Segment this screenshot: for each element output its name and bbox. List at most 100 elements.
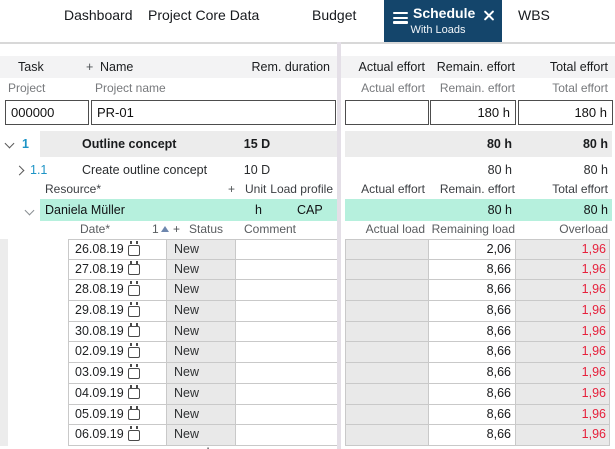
- remaining-load-cell[interactable]: 8,66: [429, 363, 516, 384]
- comment-cell[interactable]: [236, 259, 338, 281]
- load-row: 26.08.19 New record 2,06 1,96: [0, 239, 615, 275]
- task-number[interactable]: 1.1: [30, 163, 48, 177]
- remaining-load-cell[interactable]: 8,66: [429, 383, 516, 405]
- row-indent-rail: [0, 259, 8, 281]
- comment-cell[interactable]: [236, 342, 338, 364]
- tab-wbs[interactable]: WBS: [518, 7, 550, 23]
- task-row-1-bg: [40, 131, 337, 157]
- comment-cell[interactable]: [236, 239, 338, 260]
- date-value: 06.09.19: [75, 427, 124, 442]
- remaining-load-value: 8,66: [486, 282, 511, 297]
- col-status-label: Status: [189, 222, 224, 236]
- add-resource-button[interactable]: +: [228, 182, 236, 196]
- comment-cell[interactable]: [236, 383, 338, 405]
- task-name[interactable]: Outline concept: [82, 137, 177, 151]
- calendar-icon[interactable]: [128, 426, 140, 441]
- add-task-button[interactable]: +: [86, 60, 94, 74]
- comment-cell[interactable]: [236, 404, 338, 426]
- remaining-load-cell[interactable]: 2,06: [429, 239, 516, 260]
- tab-dashboard[interactable]: Dashboard: [64, 7, 133, 23]
- overload-cell: 1,96: [516, 280, 610, 302]
- task-row-1: 1 Outline concept 15 D 80 h 80 h: [0, 131, 615, 157]
- menu-icon[interactable]: [393, 12, 408, 25]
- chevron-right-icon[interactable]: [14, 165, 25, 176]
- date-cell[interactable]: 27.08.19: [68, 259, 167, 281]
- remaining-load-cell[interactable]: 8,66: [429, 404, 516, 426]
- resource-name[interactable]: Daniela Müller: [45, 203, 125, 217]
- sort-ascending-icon[interactable]: [161, 226, 169, 232]
- col-actual-load-label: Actual load: [365, 222, 425, 236]
- calendar-icon[interactable]: [128, 260, 140, 276]
- date-value: 27.08.19: [75, 261, 124, 276]
- calendar-icon[interactable]: [128, 343, 140, 358]
- tab-schedule[interactable]: Schedule With Loads: [384, 0, 502, 42]
- calendar-icon[interactable]: [128, 405, 140, 420]
- remaining-load-cell[interactable]: 8,66: [429, 301, 516, 322]
- calendar-icon[interactable]: [128, 322, 140, 338]
- remaining-load-cell[interactable]: 8,66: [429, 321, 516, 343]
- overload-value: 1,96: [581, 365, 606, 380]
- remaining-load-cell[interactable]: 8,66: [429, 259, 516, 281]
- date-cell[interactable]: 06.09.19: [68, 425, 167, 446]
- comment-cell[interactable]: [236, 321, 338, 343]
- status-cell: New record: [167, 404, 236, 440]
- chevron-down-icon[interactable]: [24, 205, 35, 216]
- load-row: 05.09.19 New record 8,66 1,96: [0, 404, 615, 440]
- overload-cell: 1,96: [516, 321, 610, 343]
- project-remain-effort-input[interactable]: 180 h: [430, 100, 516, 125]
- actual-load-cell: [345, 342, 429, 364]
- comment-cell[interactable]: [236, 363, 338, 384]
- task-number[interactable]: 1: [22, 137, 29, 151]
- load-row: 04.09.19 New record 8,66 1,96: [0, 383, 615, 419]
- tab-project-core-data[interactable]: Project Core Data: [148, 7, 260, 23]
- chevron-down-icon[interactable]: [4, 138, 15, 149]
- close-icon[interactable]: [482, 9, 495, 22]
- task-total-effort: 80 h: [583, 163, 608, 177]
- overload-cell: 1,96: [516, 342, 610, 364]
- actual-load-cell: [345, 280, 429, 302]
- comment-cell[interactable]: [236, 301, 338, 322]
- comment-cell[interactable]: [236, 280, 338, 302]
- add-load-record-button[interactable]: +: [173, 222, 181, 236]
- remaining-load-value: 8,66: [486, 261, 511, 276]
- actual-load-cell: [345, 404, 429, 426]
- date-cell[interactable]: 29.08.19: [68, 301, 167, 322]
- calendar-icon[interactable]: [128, 241, 140, 256]
- project-total-effort-input[interactable]: 180 h: [518, 100, 613, 125]
- remaining-load-cell[interactable]: 8,66: [429, 280, 516, 302]
- remaining-load-cell[interactable]: 8,66: [429, 425, 516, 446]
- tab-schedule-label: Schedule: [413, 5, 476, 21]
- col-overload-label: Overload: [559, 222, 608, 236]
- task-name[interactable]: Create outline concept: [82, 163, 208, 177]
- date-cell[interactable]: 05.09.19: [68, 404, 167, 426]
- date-cell[interactable]: 26.08.19: [68, 239, 167, 260]
- date-cell[interactable]: 02.09.19: [68, 342, 167, 364]
- calendar-icon[interactable]: [128, 281, 140, 296]
- date-cell[interactable]: 28.08.19: [68, 280, 167, 302]
- remaining-load-cell[interactable]: 8,66: [429, 342, 516, 364]
- resource-row-bg-right: [345, 199, 612, 221]
- status-cell: New record: [167, 425, 236, 449]
- row-spacer: [8, 384, 68, 405]
- resource-unit: h: [255, 203, 262, 217]
- sort-order-number[interactable]: 1: [152, 222, 159, 236]
- tab-budget[interactable]: Budget: [312, 7, 357, 23]
- calendar-icon[interactable]: [128, 302, 140, 317]
- date-cell[interactable]: 04.09.19: [68, 383, 167, 405]
- col-name-label: Name: [100, 60, 134, 74]
- project-name-input[interactable]: PR-01: [91, 100, 336, 125]
- date-cell[interactable]: 03.09.19: [68, 363, 167, 384]
- date-cell[interactable]: 30.08.19: [68, 321, 167, 343]
- col-load-profile-label: Load profile: [270, 182, 333, 196]
- row-indent-rail: [0, 342, 8, 364]
- date-value: 29.08.19: [75, 303, 124, 318]
- project-actual-effort-input[interactable]: [345, 100, 429, 125]
- calendar-icon[interactable]: [128, 364, 140, 379]
- overload-cell: 1,96: [516, 404, 610, 426]
- status-cell: New record: [167, 321, 236, 357]
- project-id-input[interactable]: 000000: [5, 100, 89, 125]
- comment-cell[interactable]: [236, 425, 338, 446]
- status-cell: New record: [167, 239, 236, 275]
- calendar-icon[interactable]: [128, 384, 140, 400]
- column-group-separator[interactable]: [337, 42, 341, 449]
